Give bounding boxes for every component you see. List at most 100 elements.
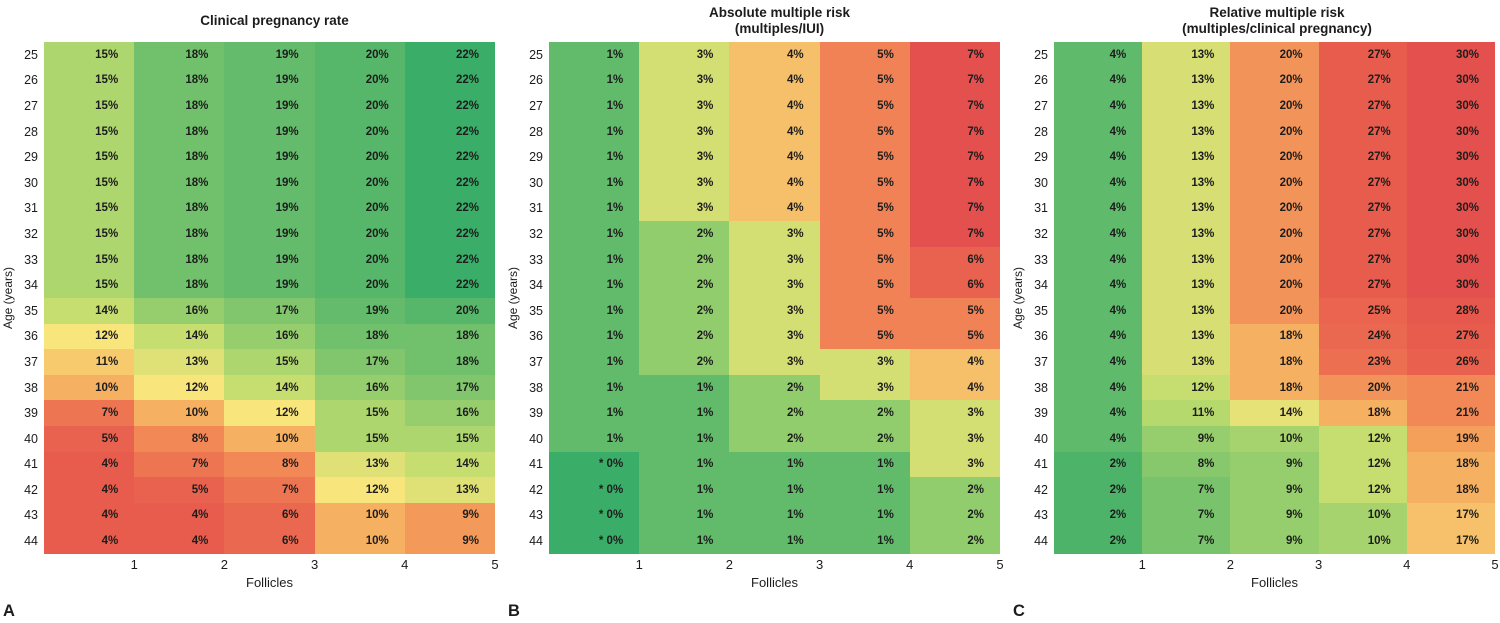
- y-tick-label: 33: [24, 252, 38, 267]
- y-tick-label: 25: [529, 47, 543, 62]
- heatmap-cell: 11%: [44, 349, 135, 375]
- heatmap-cell: 2%: [639, 349, 730, 375]
- heatmap-cell: 3%: [729, 349, 820, 375]
- heatmap-cell: 5%: [819, 297, 910, 324]
- y-tick-label: 39: [24, 406, 38, 421]
- y-tick-label: 27: [24, 98, 38, 113]
- y-axis-label: Age (years): [1011, 266, 1025, 330]
- heatmap-cell: 7%: [44, 400, 135, 426]
- y-tick-label: 36: [24, 329, 38, 344]
- heatmap-cell: 13%: [1142, 323, 1231, 350]
- heatmap-cell: 9%: [1230, 502, 1319, 529]
- heatmap-cell: 18%: [1230, 349, 1319, 375]
- x-tick-label: 2: [725, 556, 734, 572]
- heatmap-cell: 3%: [639, 169, 730, 196]
- heatmap-cell: 22%: [404, 221, 495, 247]
- y-tick-label: 38: [1034, 380, 1048, 395]
- heatmap-cell: 4%: [729, 144, 820, 170]
- heatmap-cell: 20%: [1230, 144, 1319, 170]
- heatmap-cell: 20%: [1230, 93, 1319, 119]
- heatmap-cell: 13%: [1142, 67, 1231, 94]
- y-tick-label: 31: [24, 201, 38, 216]
- heatmap-cell: 4%: [1054, 42, 1143, 68]
- heatmap-cell: 6%: [909, 246, 1000, 273]
- heatmap-cell: 1%: [639, 400, 730, 426]
- x-tick-label: 4: [1403, 556, 1411, 572]
- heatmap-cell: 9%: [1230, 528, 1319, 554]
- y-tick-label: 42: [529, 482, 543, 497]
- heatmap-cell: 20%: [314, 195, 405, 222]
- heatmap-cell: 1%: [549, 425, 640, 452]
- heatmap-cell: 5%: [819, 93, 910, 119]
- heatmap-cell: 10%: [134, 400, 225, 426]
- heatmap-cell: 15%: [404, 425, 495, 452]
- heatmap-cell: 1%: [819, 477, 910, 503]
- heatmap-cell: 1%: [549, 144, 640, 170]
- heatmap-cell: 15%: [224, 349, 315, 375]
- x-tick-label: 2: [220, 556, 229, 572]
- heatmap-cell: 5%: [819, 42, 910, 68]
- heatmap-cell: 13%: [1142, 272, 1231, 298]
- heatmap-cell: 13%: [1142, 246, 1231, 273]
- heatmap-cell: 13%: [314, 451, 405, 478]
- y-tick-labels: 25 26 27 28 29 30 31 32 33 34 35 36 37 38 39 40 41 42 43 44: [1026, 42, 1054, 554]
- heatmap-cell: 2%: [639, 297, 730, 324]
- heatmap-cell: 17%: [224, 297, 315, 324]
- heatmap-cell: 7%: [909, 118, 1000, 145]
- heatmap-cell: 23%: [1318, 349, 1407, 375]
- y-tick-label: 29: [529, 150, 543, 165]
- heatmap-cell: 19%: [224, 67, 315, 94]
- heatmap-cell: 18%: [404, 323, 495, 350]
- heatmap-cell: 20%: [1230, 195, 1319, 222]
- heatmap-cell: 5%: [819, 195, 910, 222]
- heatmap-cell: 2%: [1054, 528, 1143, 554]
- heatmap-cell: 13%: [404, 477, 495, 503]
- heatmap-cell: 12%: [134, 374, 225, 401]
- heatmap-cell: 30%: [1406, 221, 1495, 247]
- heatmap-cell: 1%: [819, 451, 910, 478]
- heatmap-cell: 13%: [1142, 42, 1231, 68]
- heatmap-cell: 2%: [819, 425, 910, 452]
- y-tick-label: 30: [529, 175, 543, 190]
- y-tick-label: 28: [529, 124, 543, 139]
- heatmap-cell: 30%: [1406, 272, 1495, 298]
- heatmap-cell: 10%: [1318, 528, 1407, 554]
- heatmap-cell: 8%: [1142, 451, 1231, 478]
- heatmap-cell: 2%: [1054, 451, 1143, 478]
- heatmap-cell: 12%: [1318, 451, 1407, 478]
- heatmap-cell: 20%: [1230, 297, 1319, 324]
- panel-b: Absolute multiple risk (multiples/IUI) A…: [505, 0, 1010, 623]
- heatmap-cell: 11%: [1142, 400, 1231, 426]
- heatmap-cell: 5%: [819, 169, 910, 196]
- heatmap-cell: 8%: [224, 451, 315, 478]
- heatmap-cell: 5%: [44, 425, 135, 452]
- heatmap-cell: 2%: [1054, 502, 1143, 529]
- y-tick-label: 26: [529, 73, 543, 88]
- heatmap-cell: 19%: [224, 246, 315, 273]
- heatmap-cell: 3%: [639, 93, 730, 119]
- x-tick-label: 5: [1491, 556, 1499, 572]
- y-axis-label: Age (years): [1, 266, 15, 330]
- heatmap-cell: * 0%: [549, 477, 640, 503]
- heatmap-cell: 4%: [1054, 297, 1143, 324]
- panel-c-title-block: Relative multiple risk (multiples/clinic…: [1010, 0, 1500, 42]
- x-tick-labels: 1 2 3 4 5: [549, 554, 1004, 572]
- heatmap-cell: 14%: [224, 374, 315, 401]
- heatmap-cell: 19%: [224, 169, 315, 196]
- y-tick-label: 32: [1034, 226, 1048, 241]
- heatmap-cell: 4%: [44, 502, 135, 529]
- heatmap-cell: 20%: [1230, 169, 1319, 196]
- heatmap-cell: 1%: [549, 272, 640, 298]
- y-tick-label: 32: [24, 226, 38, 241]
- heatmap-cell: 1%: [729, 451, 820, 478]
- heatmap-cell: 1%: [549, 118, 640, 145]
- heatmap-cell: 3%: [639, 67, 730, 94]
- heatmap-cell: 20%: [1230, 272, 1319, 298]
- heatmap-cell: 28%: [1406, 297, 1495, 324]
- y-tick-label: 36: [529, 329, 543, 344]
- heatmap-cell: 7%: [909, 67, 1000, 94]
- heatmap-cell: 1%: [549, 400, 640, 426]
- heatmap-cell: 1%: [549, 67, 640, 94]
- heatmap-cell: 3%: [729, 246, 820, 273]
- heatmap-cell: 14%: [134, 323, 225, 350]
